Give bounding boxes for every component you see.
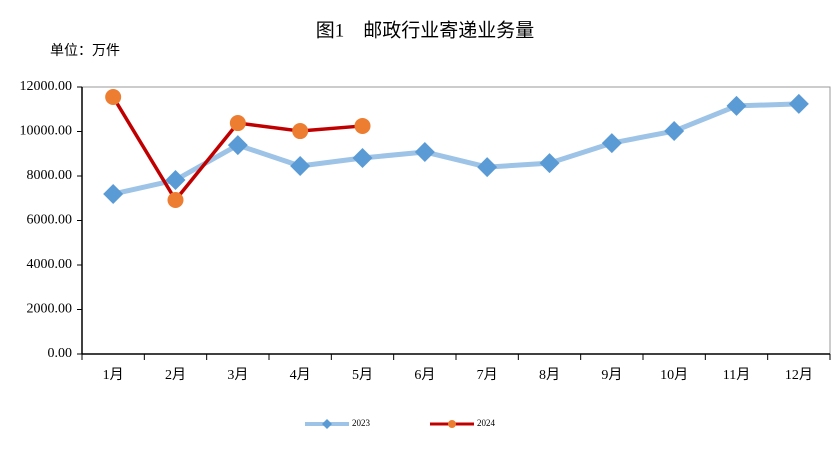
data-point [477,157,498,178]
x-tick-label: 11月 [723,367,750,383]
x-tick-label: 12月 [785,367,813,383]
data-point [664,121,685,142]
data-point [354,117,371,134]
y-tick-label: 2000.00 [27,302,73,317]
x-tick-label: 7月 [477,367,498,383]
unit-label: 单位：万件 [50,43,120,59]
y-tick-label: 12000.00 [20,79,73,94]
y-tick-label: 8000.00 [27,168,73,183]
x-tick-label: 8月 [539,367,560,383]
x-tick-label: 9月 [601,367,622,383]
legend-text: 2024 [477,418,496,428]
data-point [292,123,309,140]
data-point [352,147,373,168]
x-tick-label: 3月 [227,367,248,383]
data-point [788,93,809,114]
chart-title: 图1 邮政行业寄递业务量 [316,19,535,41]
x-tick-label: 5月 [352,367,373,383]
data-point [726,95,747,116]
series-line [112,101,799,197]
data-point [290,155,311,176]
y-tick-label: 0.00 [48,346,73,361]
data-point [103,184,124,205]
x-tick-label: 2月 [165,367,186,383]
data-point [165,170,186,191]
data-point [601,133,622,154]
data-point [229,115,246,132]
y-tick-label: 10000.00 [20,124,73,139]
data-point [105,89,122,106]
data-point [167,192,184,209]
x-tick-label: 4月 [290,367,311,383]
legend-marker [322,419,332,429]
plot-frame [81,86,831,355]
legend-marker [448,420,456,428]
legend-text: 2023 [352,418,371,428]
x-tick-label: 1月 [103,367,124,383]
data-point [414,141,435,162]
x-tick-label: 6月 [414,367,435,383]
x-tick-label: 10月 [660,367,688,383]
y-tick-label: 6000.00 [27,213,73,228]
data-point [227,135,248,156]
y-tick-label: 4000.00 [27,257,73,272]
data-point [539,153,560,174]
